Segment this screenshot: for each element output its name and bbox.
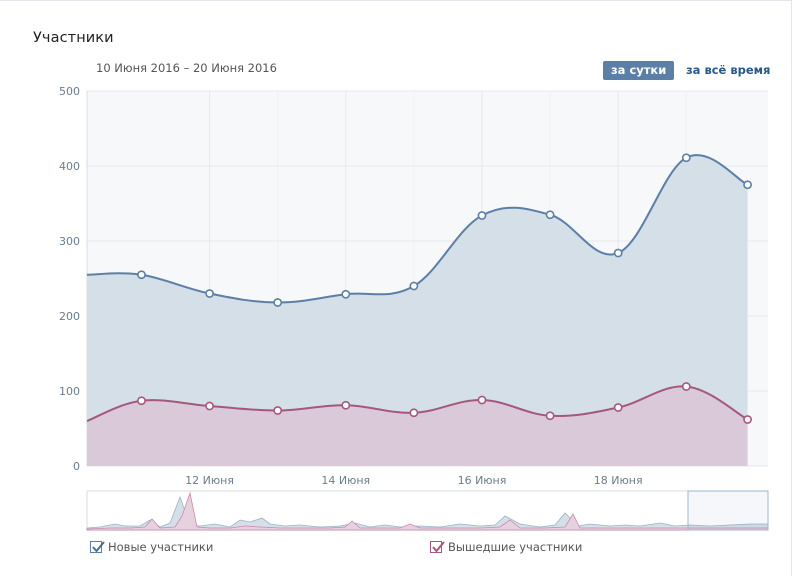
point-new-members[interactable] [545,210,555,220]
date-range: 10 Июня 2016 – 20 Июня 2016 [96,61,277,75]
point-left-members[interactable] [545,411,555,421]
area-left-members [87,386,748,466]
point-left-members[interactable] [205,401,214,411]
x-axis: 12 Июня 14 Июня 16 Июня 18 Июня [185,474,642,487]
point-new-members[interactable] [681,153,691,163]
x-tick-label: 12 Июня [185,474,234,487]
navigator-window[interactable] [687,490,769,531]
range-navigator[interactable] [86,490,769,531]
points [137,153,752,424]
y-tick-label: 200 [59,310,80,323]
area-new-members [87,155,748,466]
period-all-time-button[interactable]: за всё время [686,63,771,77]
point-new-members[interactable] [137,270,146,280]
line-new-members [86,154,749,304]
legend-left-members[interactable]: Вышедшие участники [430,540,582,554]
y-tick-label: 500 [59,85,80,98]
navigator-new-series [86,495,769,531]
point-new-members[interactable] [409,281,419,291]
y-tick-label: 400 [59,160,80,173]
legend-left-label: Вышедшие участники [448,540,583,554]
y-tick-label: 300 [59,235,80,248]
checkmark-icon [92,541,105,553]
y-axis: 0 100 200 300 400 500 [59,85,80,473]
point-left-members[interactable] [477,395,487,405]
x-tick-label: 14 Июня [321,474,370,487]
point-new-members[interactable] [205,289,214,298]
areas [87,155,748,466]
legend-left-checkbox[interactable] [430,541,445,553]
point-new-members[interactable] [477,211,487,220]
point-left-members[interactable] [613,403,623,412]
navigator-left-series [86,491,769,531]
x-tick-label: 16 Июня [458,474,507,487]
y-tick-label: 0 [73,460,80,473]
point-left-members[interactable] [681,382,691,391]
point-left-members[interactable] [273,406,283,415]
point-new-members[interactable] [273,298,283,307]
y-tick-label: 100 [59,385,80,398]
x-tick-label: 18 Июня [594,474,643,487]
point-left-members[interactable] [743,415,752,424]
legend-new-members[interactable]: Новые участники [90,540,213,554]
point-left-members[interactable] [409,408,419,418]
point-left-members[interactable] [341,400,351,410]
point-new-members[interactable] [743,180,752,190]
legend-new-checkbox[interactable] [90,541,105,553]
checkmark-icon [432,541,445,553]
period-day-button[interactable]: за сутки [603,61,675,80]
page-title: Участники [33,30,114,46]
point-left-members[interactable] [137,396,146,406]
legend-new-label: Новые участники [108,540,214,554]
point-new-members[interactable] [341,289,351,299]
point-new-members[interactable] [613,248,623,258]
